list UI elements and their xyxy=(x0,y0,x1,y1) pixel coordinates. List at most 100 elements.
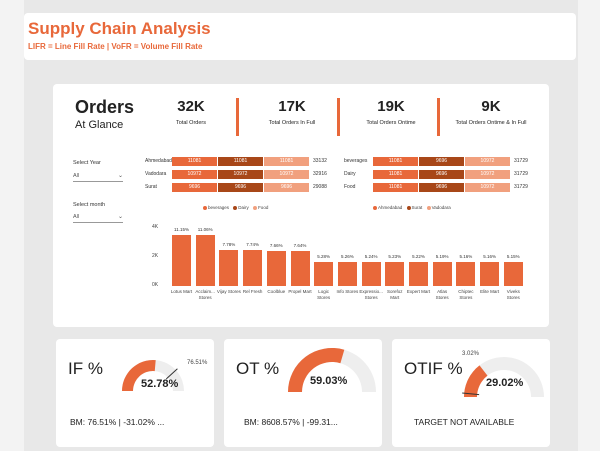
bar-segment: 9696 xyxy=(264,183,309,192)
kpi-label: Total Orders Ontime xyxy=(366,120,416,126)
store-bar xyxy=(219,250,239,286)
store-bar xyxy=(385,261,405,286)
if-gauge xyxy=(122,360,184,391)
bar-segment: 9696 xyxy=(172,183,217,192)
month-slicer[interactable]: All ⌄ xyxy=(73,213,123,223)
bar-segment: 11081 xyxy=(373,170,418,179)
orders-subtitle: At Glance xyxy=(75,119,124,131)
store-name-label: Expert Mart xyxy=(406,289,431,294)
page-subtitle: LIFR = Line Fill Rate | VoFR = Volume Fi… xyxy=(28,42,203,51)
bar-segment: 11081 xyxy=(373,157,418,166)
category-row: Dairy 11081 9696 10972 31729 xyxy=(344,170,544,179)
store-name-label: Elite Mart xyxy=(480,289,500,294)
store-bar-label: 5.15% xyxy=(506,254,520,260)
store-bar xyxy=(314,261,334,286)
y-tick-label: 4K xyxy=(152,224,159,230)
store-bar-label: 5.16% xyxy=(459,254,473,260)
category-chart-legend: Ahmedabad Surat Vadodara xyxy=(370,205,451,210)
store-name-label: Sorefoz Mart xyxy=(387,289,403,300)
legend-dot xyxy=(253,205,258,210)
store-name-label: Expressio... Stores xyxy=(359,289,383,300)
bar-segment: 11081 xyxy=(218,157,263,166)
store-name-label: Info Stores xyxy=(336,289,359,294)
store-bar xyxy=(480,262,500,286)
page-title: Supply Chain Analysis xyxy=(28,19,211,38)
card-label: IF % xyxy=(68,359,103,378)
store-name-label: Lotus Mart xyxy=(170,289,193,294)
store-name-label: Chiptec Stores xyxy=(458,289,474,300)
city-row-total: 32916 xyxy=(313,171,327,177)
store-bar-label: 7.64% xyxy=(293,242,307,248)
store-bar-label: 7.78% xyxy=(222,242,236,248)
city-chart-legend: beverages Dairy Food xyxy=(200,205,268,210)
city-row-label: Ahmedabad xyxy=(145,158,172,164)
bar-segment: 9696 xyxy=(419,170,464,179)
ot-value: 59.03% xyxy=(310,375,348,387)
city-row-total: 33132 xyxy=(313,158,327,164)
kpi-orders-ontime: 19K Total Orders Ontime xyxy=(343,98,439,126)
legend-label: beverages xyxy=(208,205,230,210)
orders-panel: Orders At Glance 32K Total Orders 17K To… xyxy=(53,84,549,327)
legend-dot xyxy=(203,205,207,210)
gauge-target-marker xyxy=(165,368,178,380)
category-row-total: 31729 xyxy=(514,184,528,190)
bar-segment: 10972 xyxy=(218,170,263,179)
bar-segment: 10972 xyxy=(172,170,217,179)
gauge-fill xyxy=(122,360,156,391)
kpi-orders-otif: 9K Total Orders Ontime & In Full xyxy=(443,98,539,126)
city-row: Ahmedabad 11081 11081 11081 33132 xyxy=(145,157,345,166)
store-bar-label: 5.19% xyxy=(435,254,449,260)
store-bar-label: 7.74% xyxy=(246,242,259,248)
if-benchmark: BM: 76.51% | -31.02% ... xyxy=(70,417,165,427)
kpi-divider xyxy=(236,98,239,136)
year-slicer[interactable]: All ⌄ xyxy=(73,172,123,182)
if-value: 52.78% xyxy=(141,378,179,390)
kpi-divider xyxy=(437,98,440,136)
bar-segment: 9696 xyxy=(419,157,464,166)
month-slicer-value: All xyxy=(73,214,80,220)
bar-segment: 11081 xyxy=(172,157,217,166)
store-bar xyxy=(290,250,310,286)
legend-dot xyxy=(406,205,411,210)
month-slicer-label: Select month xyxy=(73,202,106,208)
category-row-label: beverages xyxy=(344,158,368,164)
store-bar xyxy=(432,262,452,286)
kpi-total-orders: 32K Total Orders xyxy=(143,98,239,126)
city-row: Vadodara 10972 10972 10972 32916 xyxy=(145,170,345,179)
bar-segment: 9696 xyxy=(218,183,263,192)
bar-segment: 10972 xyxy=(465,157,510,166)
bar-segment: 11081 xyxy=(373,183,418,192)
gauge-fill xyxy=(288,348,345,392)
card-label: OTIF % xyxy=(404,359,463,378)
right-margin xyxy=(578,0,600,451)
y-tick-label: 0K xyxy=(152,282,159,288)
store-bar xyxy=(503,262,523,286)
otif-card: OTIF % 29.02% 3.02% TARGET NOT AVAILABLE xyxy=(392,339,550,447)
kpi-value: 19K xyxy=(377,98,405,115)
store-bar xyxy=(266,250,286,286)
kpi-value: 9K xyxy=(481,98,501,115)
ot-benchmark: BM: 8608.57% | -99.31... xyxy=(244,417,338,427)
if-target: 76.51% xyxy=(187,360,208,366)
store-bar-label: 5.22% xyxy=(412,253,425,259)
store-name-label: Logic Stores xyxy=(317,289,331,300)
store-bar-label: 5.28% xyxy=(317,253,331,259)
category-row-total: 31729 xyxy=(514,171,528,177)
store-bar xyxy=(361,261,381,286)
store-name-label: Acclaim... Stores xyxy=(195,289,215,300)
if-card: IF % 52.78% 76.51% BM: 76.51% | -31.02% … xyxy=(56,339,214,447)
category-row: beverages 11081 9696 10972 31729 xyxy=(344,157,544,166)
city-row-total: 29088 xyxy=(313,184,327,190)
chevron-down-icon: ⌄ xyxy=(117,214,123,220)
store-name-label: Atlas Stores xyxy=(435,289,449,300)
legend-label: Food xyxy=(258,205,269,210)
kpi-value: 32K xyxy=(177,98,205,115)
store-bar-label: 5.26% xyxy=(341,253,354,259)
kpi-orders-in-full: 17K Total Orders In Full xyxy=(244,98,340,126)
store-bar xyxy=(195,235,215,286)
otif-target: 3.02% xyxy=(462,351,480,357)
legend-label: Ahmedabad xyxy=(378,205,403,210)
store-bar xyxy=(409,261,428,286)
store-bar xyxy=(337,261,357,286)
category-row-label: Food xyxy=(344,184,356,190)
